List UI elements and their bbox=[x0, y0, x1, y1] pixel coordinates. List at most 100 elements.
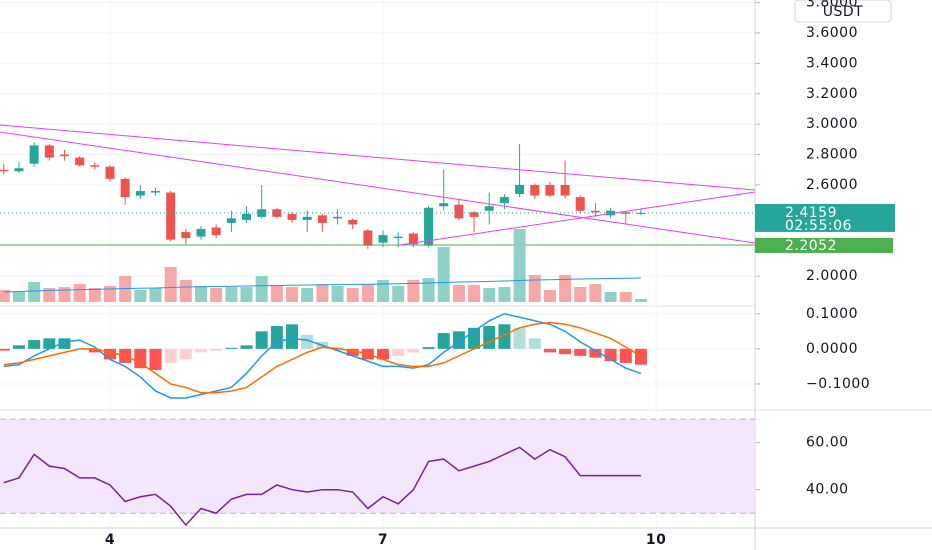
macd-histogram bbox=[286, 324, 299, 349]
volume-bar bbox=[73, 284, 86, 302]
volume-bar bbox=[361, 284, 374, 302]
candle-body bbox=[515, 184, 525, 195]
volume-bar bbox=[43, 288, 56, 302]
candle-body bbox=[287, 213, 297, 220]
candle-body bbox=[196, 229, 206, 237]
candle-body bbox=[621, 212, 631, 214]
y-tick-label: 0.0000 bbox=[806, 341, 858, 357]
macd-histogram bbox=[513, 327, 526, 349]
macd-histogram bbox=[619, 348, 632, 363]
rsi-band bbox=[0, 419, 755, 514]
candle-body bbox=[151, 191, 160, 193]
x-tick-label: 10 bbox=[646, 532, 666, 548]
volume-bar bbox=[210, 288, 223, 302]
candle-body bbox=[439, 203, 449, 207]
volume-bar bbox=[392, 286, 405, 302]
volume-bar bbox=[528, 275, 541, 302]
volume-bar bbox=[134, 290, 147, 302]
macd-histogram bbox=[543, 348, 556, 353]
macd-histogram bbox=[149, 348, 162, 370]
candle-body bbox=[469, 212, 479, 217]
candle-body bbox=[181, 232, 191, 239]
y-tick-label: 2.6000 bbox=[806, 177, 858, 193]
candle-body bbox=[424, 207, 434, 246]
y-tick-label: 60.00 bbox=[806, 435, 849, 451]
macd-histogram bbox=[574, 348, 587, 356]
x-tick-label: 4 bbox=[105, 532, 115, 548]
trend-line bbox=[0, 131, 756, 244]
candle-body bbox=[393, 236, 403, 239]
macd-histogram bbox=[134, 348, 147, 369]
macd-histogram bbox=[28, 340, 41, 349]
macd-histogram bbox=[331, 347, 344, 349]
macd-histogram bbox=[377, 348, 390, 360]
macd-histogram bbox=[210, 348, 223, 351]
y-tick-label: 3.0000 bbox=[806, 116, 858, 132]
volume-bar bbox=[0, 290, 10, 302]
candle-body bbox=[454, 204, 464, 219]
candle-body bbox=[226, 218, 236, 223]
macd-histogram bbox=[422, 347, 435, 349]
candle-body bbox=[90, 165, 100, 167]
candle-body bbox=[484, 206, 494, 211]
candle-body bbox=[120, 178, 130, 198]
volume-bar bbox=[513, 229, 526, 302]
macd-histogram bbox=[88, 348, 101, 353]
macd-histogram bbox=[270, 326, 283, 349]
volume-bar bbox=[331, 286, 344, 302]
macd-histogram bbox=[103, 348, 116, 360]
candle-body bbox=[348, 219, 358, 225]
macd-histogram bbox=[164, 348, 177, 363]
trend-line bbox=[399, 191, 756, 246]
candle-body bbox=[575, 197, 585, 211]
volume-bar bbox=[574, 287, 587, 302]
macd-histogram bbox=[559, 348, 572, 355]
candle-body bbox=[302, 216, 312, 220]
macd-histogram bbox=[634, 348, 647, 365]
candle-body bbox=[75, 157, 85, 166]
volume-bar bbox=[179, 280, 192, 302]
trend-line bbox=[0, 124, 756, 191]
volume-bar bbox=[634, 299, 647, 302]
candle-body bbox=[560, 184, 570, 196]
volume-bar bbox=[28, 282, 41, 302]
volume-bar bbox=[149, 288, 162, 302]
candle-body bbox=[257, 209, 267, 217]
y-tick-label: 3.2000 bbox=[806, 86, 858, 102]
volume-bar bbox=[301, 288, 314, 302]
volume-bar bbox=[604, 292, 617, 302]
volume-bar bbox=[58, 287, 71, 302]
last-price-tag bbox=[755, 203, 895, 232]
volume-bar bbox=[498, 287, 511, 302]
volume-bar bbox=[468, 285, 481, 302]
volume-bar bbox=[589, 284, 602, 302]
candle-body bbox=[166, 192, 176, 240]
macd-histogram bbox=[452, 331, 465, 349]
candle-body bbox=[105, 166, 115, 179]
macd-histogram bbox=[43, 338, 56, 349]
price-line-tag bbox=[755, 237, 893, 253]
volume-bar bbox=[619, 292, 632, 302]
candle-body bbox=[378, 235, 388, 243]
macd-histogram bbox=[437, 333, 450, 349]
y-tick-label: −0.1000 bbox=[806, 376, 870, 392]
last-price-label: 2.4159 bbox=[785, 205, 837, 221]
macd-histogram bbox=[346, 348, 359, 356]
candle-body bbox=[44, 145, 54, 158]
volume-bar bbox=[483, 288, 496, 302]
y-tick-label: 40.00 bbox=[806, 482, 849, 498]
volume-bar bbox=[316, 284, 329, 302]
macd-histogram bbox=[0, 348, 10, 351]
countdown: 02:55:06 bbox=[785, 218, 852, 234]
currency-box[interactable] bbox=[794, 0, 892, 23]
price-line-label: 2.2052 bbox=[785, 238, 837, 254]
macd-histogram bbox=[195, 348, 208, 353]
volume-bar bbox=[422, 278, 435, 302]
y-tick-label: 2.0000 bbox=[806, 268, 858, 284]
volume-bar bbox=[88, 288, 101, 302]
volume-bar bbox=[225, 287, 238, 302]
candle-body bbox=[499, 197, 509, 204]
volume-bar bbox=[377, 280, 390, 302]
candle-body bbox=[59, 154, 69, 157]
